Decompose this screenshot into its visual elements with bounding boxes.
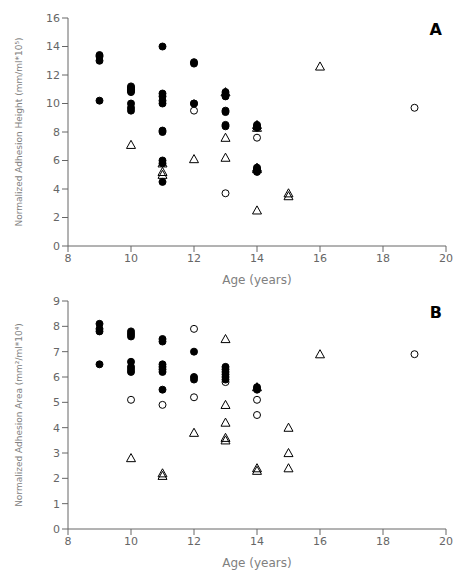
svg-text:0: 0: [53, 523, 60, 536]
svg-text:5: 5: [53, 396, 60, 409]
svg-text:16: 16: [46, 12, 60, 25]
svg-text:18: 18: [376, 252, 390, 265]
svg-text:14: 14: [250, 535, 264, 548]
svg-text:14: 14: [250, 252, 264, 265]
svg-text:2: 2: [53, 211, 60, 224]
svg-text:8: 8: [65, 535, 72, 548]
html-text:A: A: [429, 20, 442, 39]
svg-text:12: 12: [46, 69, 60, 82]
svg-text:18: 18: [376, 535, 390, 548]
html-text:B: B: [429, 303, 442, 322]
svg-text:Age (years): Age (years): [222, 556, 291, 570]
svg-text:9: 9: [53, 295, 60, 308]
svg-text:7: 7: [53, 346, 60, 359]
svg-text:12: 12: [187, 252, 201, 265]
svg-text:20: 20: [439, 535, 453, 548]
svg-text:10: 10: [46, 97, 60, 110]
svg-text:20: 20: [439, 252, 453, 265]
svg-text:Normalized Adhesion Area (mm²/: Normalized Adhesion Area (mm²/ml*10⁴): [14, 323, 24, 507]
svg-text:0: 0: [53, 240, 60, 253]
svg-text:10: 10: [124, 252, 138, 265]
svg-text:14: 14: [46, 40, 60, 53]
svg-text:6: 6: [53, 154, 60, 167]
svg-text:8: 8: [53, 126, 60, 139]
svg-text:1: 1: [53, 498, 60, 511]
svg-text:16: 16: [313, 535, 327, 548]
svg-text:4: 4: [53, 422, 60, 435]
svg-text:16: 16: [313, 252, 327, 265]
svg-text:10: 10: [124, 535, 138, 548]
svg-text:Age (years): Age (years): [222, 273, 291, 287]
svg-text:2: 2: [53, 472, 60, 485]
svg-text:12: 12: [187, 535, 201, 548]
svg-text:4: 4: [53, 183, 60, 196]
svg-text:3: 3: [53, 447, 60, 460]
svg-text:8: 8: [53, 320, 60, 333]
svg-text:6: 6: [53, 371, 60, 384]
svg-text:Normalized Adhesion Height (mm: Normalized Adhesion Height (mm/ml*10⁵): [14, 37, 24, 226]
svg-text:8: 8: [65, 252, 72, 265]
